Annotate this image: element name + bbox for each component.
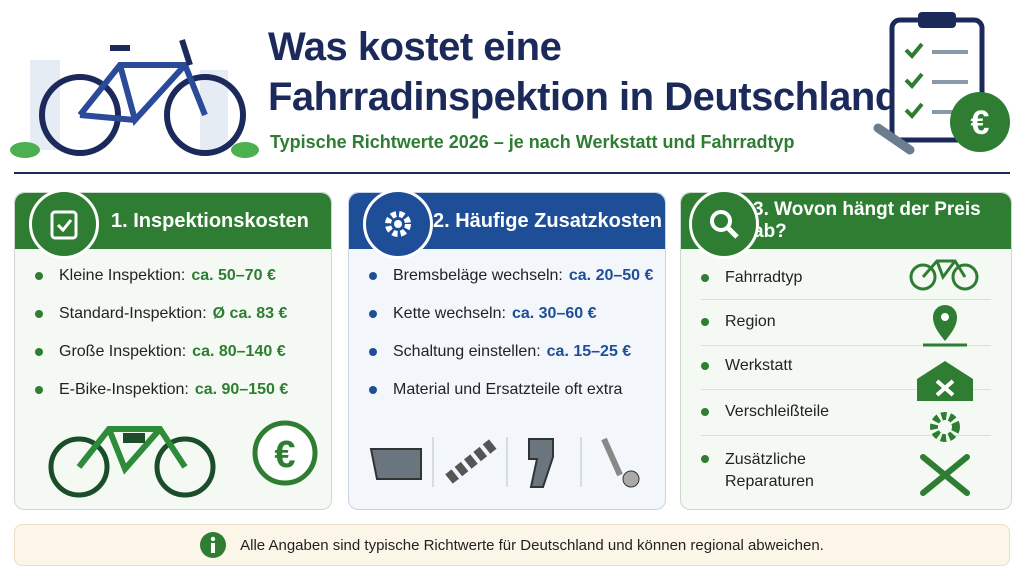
list-item: Region [701,313,776,331]
item-label: Material und Ersatzteile oft extra [393,381,623,398]
list-item: Kette wechseln: ca. 30–60 € [369,305,596,323]
item-price: ca. 20–50 € [568,267,654,284]
heading-text: 2. Häufige Zusatzkosten [433,209,662,232]
title: Was kostet eine Fahrradinspektion in Deut… [268,22,923,122]
panel-heading: 1. Inspektionskosten [15,189,331,259]
factor-icons [909,259,979,496]
svg-text:€: € [274,434,295,476]
item-label: Standard-Inspektion: [59,305,207,322]
ebike-and-euro: € [48,420,318,498]
panel: 3. Wovon hängt der Preis ab? Fahrradtyp … [680,189,1012,510]
list-item: Große Inspektion: ca. 80–140 € [35,343,286,361]
list-item: Standard-Inspektion: Ø ca. 83 € [35,305,287,323]
title-line: Fahrradinspektion in Deutschland? [268,75,923,119]
item-price: ca. 30–60 € [511,305,597,322]
item-price: ca. 90–150 € [194,381,289,398]
divider [14,172,1010,174]
item-label: Kette wechseln: [393,305,506,322]
panel: 2. Häufige Zusatzkosten Bremsbeläge wech… [348,189,666,510]
item-label: Region [725,313,776,330]
subtitle: Typische Richtwerte 2026 – je nach Werks… [270,132,795,152]
info-icon [200,532,227,558]
bike-illustration [10,39,259,158]
item-price: ca. 50–70 € [191,267,276,284]
item-price: ca. 80–140 € [192,343,286,360]
separator [701,299,991,300]
heading-text: 3. Wovon hängt der Preis ab? [753,199,981,242]
item-price: ca. 15–25 € [546,343,632,360]
item-label: E-Bike-Inspektion: [59,381,189,398]
separator [701,435,991,436]
footer-note: Alle Angaben sind typische Richtwerte fü… [240,536,824,554]
parts-icons [369,437,640,488]
list-item: Bremsbeläge wechseln: ca. 20–50 € [369,267,653,285]
clipboard-icon: € [873,12,1010,155]
item-label: Bremsbeläge wechseln: [393,267,563,284]
list-item: Material und Ersatzteile oft extra [369,381,622,399]
panel: 1. Inspektionskosten Kleine Inspektion: c… [14,189,332,510]
title-line: Was kostet eine [268,25,562,69]
separator [701,345,991,346]
svg-text:€: € [971,104,990,142]
heading-text: 1. Inspektionskosten [111,209,309,232]
list-item: Zusätzliche Reparaturen [701,449,825,493]
item-label: Verschleißteile [725,403,830,420]
item-label: Zusätzliche Reparaturen [725,451,814,490]
list-item: Schaltung einstellen: ca. 15–25 € [369,343,631,361]
list-item: Fahrradtyp [701,269,802,287]
list-item: Verschleißteile [701,403,829,421]
item-label: Kleine Inspektion: [59,267,186,284]
footer: Alle Angaben sind typische Richtwerte fü… [14,524,1010,566]
item-price: Ø ca. 83 € [212,305,288,322]
item-label: Schaltung einstellen: [393,343,541,360]
list-item: Werkstatt [701,357,792,375]
item-label: Große Inspektion: [59,343,187,360]
list-item: Kleine Inspektion: ca. 50–70 € [35,267,276,285]
item-label: Werkstatt [725,357,793,374]
item-label: Fahrradtyp [725,269,803,286]
panel-heading: 3. Wovon hängt der Preis ab? [681,189,1011,259]
separator [701,389,991,390]
panel-heading: 2. Häufige Zusatzkosten [349,189,665,259]
list-item: E-Bike-Inspektion: ca. 90–150 € [35,381,288,399]
